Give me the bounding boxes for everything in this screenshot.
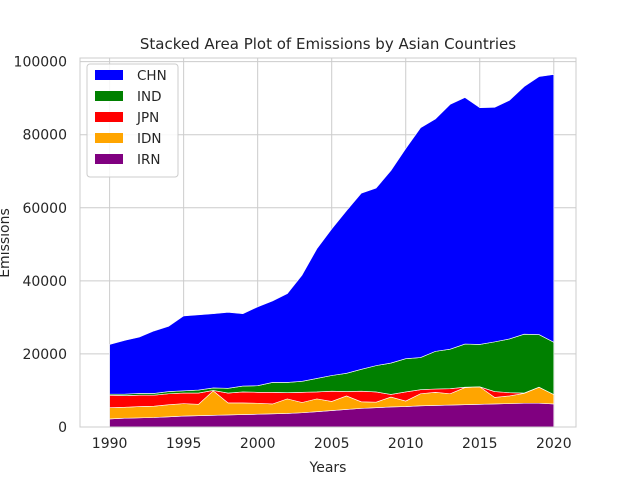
y-axis-label: Emissions bbox=[0, 208, 13, 278]
legend-label-jpn: JPN bbox=[136, 110, 159, 126]
y-tick-label: 100000 bbox=[14, 55, 67, 71]
x-axis-ticks: 1990 1995 2000 2005 2010 2015 2020 bbox=[92, 436, 572, 452]
x-tick-label: 2020 bbox=[536, 436, 572, 452]
x-tick-label: 2005 bbox=[314, 436, 350, 452]
legend-swatch-ind bbox=[95, 91, 123, 101]
y-tick-label: 40000 bbox=[22, 274, 67, 290]
legend-swatch-irn bbox=[95, 154, 123, 164]
legend-swatch-chn bbox=[95, 70, 123, 80]
legend-swatch-idn bbox=[95, 133, 123, 143]
area-chn bbox=[109, 74, 555, 395]
legend-label-idn: IDN bbox=[137, 131, 161, 147]
legend: CHN IND JPN IDN IRN bbox=[86, 63, 179, 178]
chart-title: Stacked Area Plot of Emissions by Asian … bbox=[140, 35, 516, 53]
plot-frame bbox=[79, 57, 577, 428]
legend-label-chn: CHN bbox=[137, 68, 167, 84]
legend-swatch-jpn bbox=[95, 112, 123, 122]
y-tick-label: 20000 bbox=[22, 347, 67, 363]
x-tick-label: 2000 bbox=[240, 436, 276, 452]
y-tick-label: 80000 bbox=[22, 128, 67, 144]
y-tick-label: 60000 bbox=[22, 201, 67, 217]
x-tick-label: 2010 bbox=[388, 436, 424, 452]
x-tick-label: 1995 bbox=[166, 436, 202, 452]
y-axis-ticks: 0 20000 40000 60000 80000 100000 bbox=[14, 55, 67, 436]
x-axis-label: Years bbox=[309, 460, 347, 476]
area-series-group bbox=[109, 74, 555, 428]
legend-label-irn: IRN bbox=[137, 152, 160, 168]
legend-label-ind: IND bbox=[137, 89, 161, 105]
x-tick-label: 1990 bbox=[92, 436, 128, 452]
y-tick-label: 0 bbox=[58, 420, 67, 436]
x-tick-label: 2015 bbox=[462, 436, 498, 452]
